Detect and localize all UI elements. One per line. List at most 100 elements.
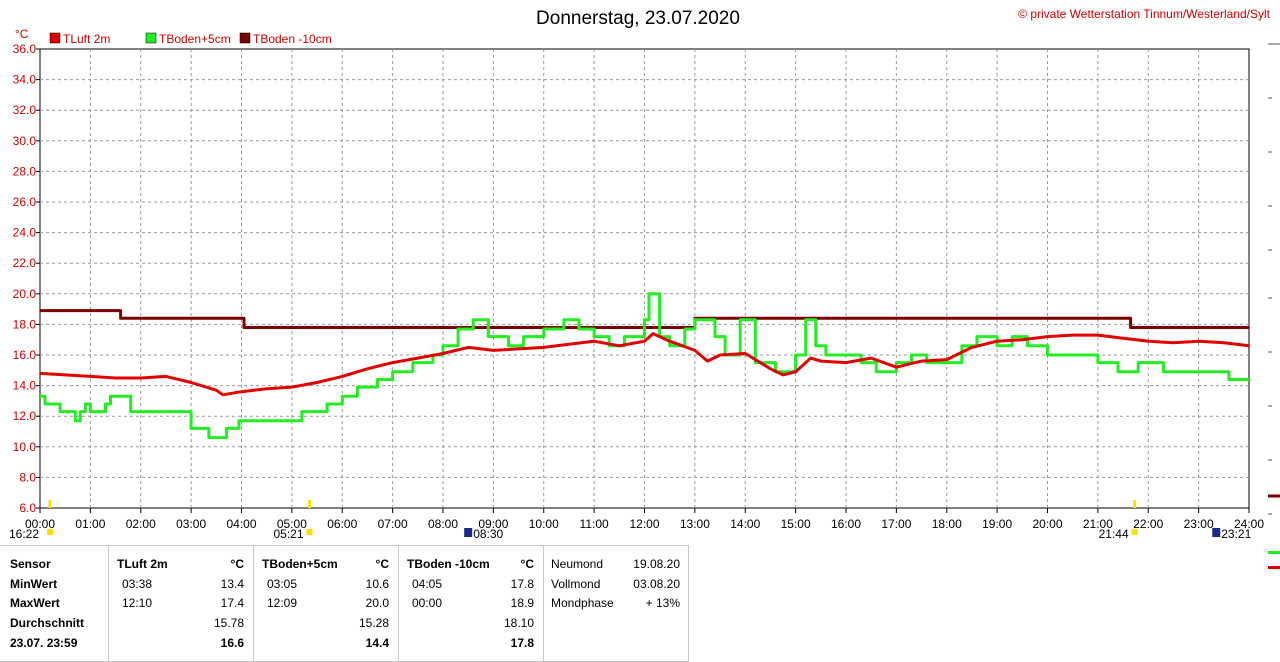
- stats-header-tluft: TLuft 2m: [117, 557, 168, 571]
- tluft-current-value: 16.6: [220, 636, 244, 650]
- x-tick-label: 13:00: [680, 517, 710, 531]
- x-tick-label: 21:00: [1083, 517, 1113, 531]
- moon-full-date: 03.08.20: [633, 577, 680, 591]
- stats-row-current: 23.07. 23:59: [10, 636, 78, 650]
- x-tick-label: 22:00: [1133, 517, 1163, 531]
- tluft-avg-value: 15.78: [213, 616, 244, 630]
- stats-divider-3: [398, 545, 399, 662]
- stats-header-tboden5: TBoden+5cm: [262, 557, 338, 571]
- tboden5-current-value: 14.4: [365, 636, 389, 650]
- stats-header-tboden10: TBoden -10cm: [407, 557, 490, 571]
- x-tick-label: 01:00: [75, 517, 105, 531]
- x-tick-label: 14:00: [730, 517, 760, 531]
- series-line-tboden-5cm: [40, 292, 1249, 440]
- legend-swatch-tluft: [49, 32, 61, 44]
- legend-label-tboden10: TBoden -10cm: [253, 32, 332, 46]
- x-tick-label: 24:00: [1234, 517, 1264, 531]
- legend-swatch-tboden5: [145, 32, 157, 44]
- x-tick-label: 02:00: [126, 517, 156, 531]
- series-group: [39, 292, 1250, 440]
- x-tick-label: 20:00: [1032, 517, 1062, 531]
- x-tick-label: 23:00: [1184, 517, 1214, 531]
- y-tick-label: 22.0: [13, 256, 37, 270]
- tboden5-max-time: 12:09: [267, 596, 298, 610]
- tluft-min-value: 13.4: [220, 577, 244, 591]
- stats-header-sensor: Sensor: [10, 557, 51, 571]
- astro-markers: 16:22 05:21 08:30 21:44 23:21: [9, 500, 1252, 541]
- y-tick-label: 28.0: [13, 164, 37, 178]
- y-tick-label: 36.0: [13, 42, 37, 56]
- y-axis-unit: °C: [15, 27, 29, 41]
- y-tick-label: 16.0: [13, 348, 37, 362]
- moon-new-label: Neumond: [551, 557, 604, 571]
- y-tick-label: 30.0: [13, 134, 37, 148]
- moon-phase-label: Mondphase: [551, 596, 614, 610]
- y-tick-label: 26.0: [13, 195, 37, 209]
- x-tick-label: 16:00: [831, 517, 861, 531]
- stats-row-min: MinWert: [10, 577, 58, 591]
- stats-unit-tboden10: °C: [520, 557, 534, 571]
- right-scale: [1268, 43, 1280, 515]
- y-tick-label: 32.0: [13, 103, 37, 117]
- tboden10-max-time: 00:00: [412, 596, 443, 610]
- stats-divider-1: [108, 545, 109, 662]
- astro-time-label: 21:44: [1099, 527, 1129, 541]
- legend-swatch-tboden10: [239, 32, 251, 44]
- y-tick-label: 8.0: [19, 470, 36, 484]
- x-tick-label: 04:00: [226, 517, 256, 531]
- sunset-marker-icon: [1133, 500, 1137, 508]
- x-tick-label: 06:00: [327, 517, 357, 531]
- x-tick-label: 18:00: [932, 517, 962, 531]
- y-tick-label: 34.0: [13, 73, 37, 87]
- x-tick-label: 11:00: [580, 517, 609, 531]
- astro-time-label: 08:30: [473, 527, 503, 541]
- statistics-table: Sensor MinWert MaxWert Durchschnitt 23.0…: [0, 545, 1280, 662]
- y-tick-label: 10.0: [13, 440, 37, 454]
- moonset-marker-icon: [1212, 528, 1221, 537]
- y-tick-label: 18.0: [13, 317, 37, 331]
- x-tick-label: 07:00: [378, 517, 408, 531]
- moon-full-label: Vollmond: [551, 577, 601, 591]
- tluft-min-time: 03:38: [122, 577, 153, 591]
- x-tick-label: 10:00: [529, 517, 559, 531]
- astro-time-label: 16:22: [9, 527, 39, 541]
- temperature-chart: Donnerstag, 23.07.2020 © private Wetters…: [9, 7, 1280, 541]
- x-tick-label: 09:00: [478, 517, 508, 531]
- stats-row-avg: Durchschnitt: [10, 616, 85, 630]
- moon-new-date: 19.08.20: [633, 557, 680, 571]
- copyright-text: © private Wetterstation Tinnum/Westerlan…: [1018, 7, 1271, 21]
- y-tick-label: 12.0: [13, 409, 37, 423]
- stats-row-max: MaxWert: [10, 596, 60, 610]
- stats-unit-tboden5: °C: [375, 557, 389, 571]
- y-axis: 6.0 8.0 10.0 12.0 14.0 16.0 18.0 20.0 22.0 24.0 26…: [13, 42, 40, 515]
- tboden5-max-value: 20.0: [365, 596, 389, 610]
- legend-label-tboden5: TBoden+5cm: [159, 32, 231, 46]
- moon-phase-value: + 13%: [645, 596, 680, 610]
- y-tick-label: 24.0: [13, 226, 37, 240]
- tluft-max-value: 17.4: [220, 596, 244, 610]
- sunrise-marker-icon: [308, 500, 312, 508]
- x-tick-label: 08:00: [428, 517, 458, 531]
- tboden10-min-time: 04:05: [412, 577, 443, 591]
- x-tick-label: 03:00: [176, 517, 206, 531]
- y-tick-label: 6.0: [19, 501, 36, 515]
- x-axis: 00:00 01:00 02:00 03:00 04:00 05:00 06:00 07:00…: [25, 508, 1264, 531]
- sunset-marker-icon: [48, 500, 52, 508]
- chart-title: Donnerstag, 23.07.2020: [536, 8, 740, 29]
- sun-glyph-icon: [1131, 529, 1138, 535]
- tboden5-min-time: 03:05: [267, 577, 298, 591]
- moonrise-marker-icon: [464, 528, 473, 537]
- stats-divider-2: [253, 545, 254, 662]
- y-tick-label: 14.0: [13, 379, 37, 393]
- stats-divider-5: [688, 545, 689, 662]
- stats-divider-4: [543, 545, 544, 662]
- x-tick-label: 19:00: [982, 517, 1012, 531]
- legend-mini-green: [1268, 551, 1280, 554]
- x-tick-label: 00:00: [25, 517, 55, 531]
- legend-label-tluft: TLuft 2m: [63, 32, 110, 46]
- astro-time-label: 23:21: [1221, 527, 1251, 541]
- sun-glyph-icon: [306, 529, 313, 535]
- x-tick-label: 05:00: [277, 517, 307, 531]
- tboden10-min-value: 17.8: [510, 577, 534, 591]
- grid: [39, 48, 1250, 509]
